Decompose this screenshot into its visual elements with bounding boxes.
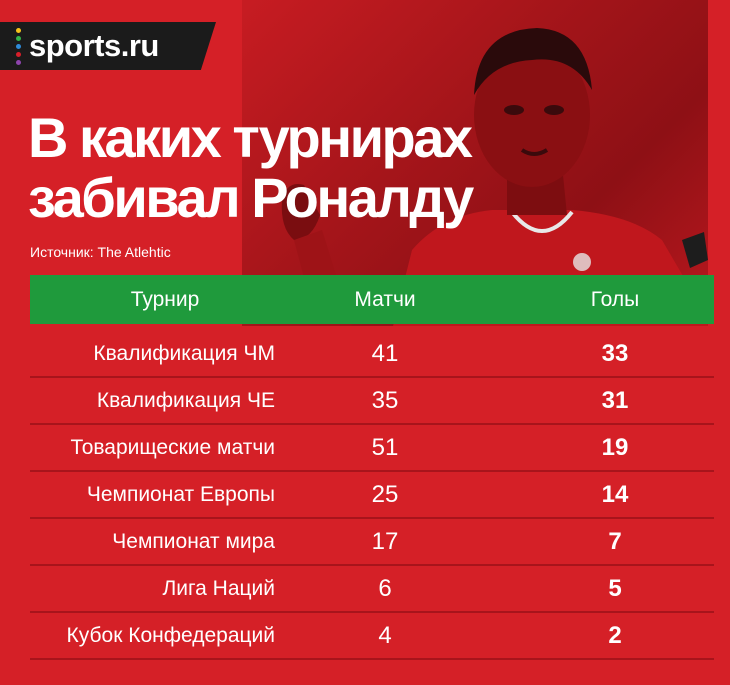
- cell-tournament: Квалификация ЧЕ: [96, 389, 275, 412]
- table-row: Квалификация ЧЕ 35 31: [30, 378, 714, 425]
- logo-dots-icon: [16, 27, 21, 65]
- table-body: Квалификация ЧМ 41 33 Квалификация ЧЕ 35…: [30, 331, 714, 660]
- sports-ru-logo[interactable]: sports.ru: [0, 22, 216, 70]
- page-title: В каких турнирах забивал Роналду: [28, 106, 474, 229]
- cell-matches: 41: [371, 340, 399, 367]
- cell-matches: 25: [371, 481, 399, 508]
- table-row: Товарищеские матчи 51 19: [30, 425, 714, 472]
- table-row: Кубок Конфедераций 4 2: [30, 613, 714, 660]
- logo-dot-1: [16, 27, 21, 33]
- source-caption: Источник: The Atlehtic: [30, 244, 171, 260]
- cell-matches: 35: [371, 387, 399, 414]
- table-row: Чемпионат мира 17 7: [30, 519, 714, 566]
- logo-text: sports.ru: [29, 28, 159, 63]
- cell-matches: 4: [378, 622, 392, 649]
- title-line-2: забивал Роналду: [28, 166, 474, 229]
- header-tournament: Турнир: [130, 288, 200, 311]
- cell-tournament: Товарищеские матчи: [70, 436, 275, 459]
- table-row: Лига Наций 6 5: [30, 566, 714, 613]
- cell-tournament: Квалификация ЧМ: [93, 342, 275, 365]
- cell-matches: 51: [371, 434, 399, 461]
- cell-matches: 6: [378, 575, 392, 602]
- table-row: Квалификация ЧМ 41 33: [30, 331, 714, 378]
- cell-tournament: Лига Наций: [162, 577, 275, 600]
- cell-goals: 2: [608, 622, 622, 649]
- cell-tournament: Кубок Конфедераций: [66, 624, 275, 647]
- title-line-1: В каких турнирах: [28, 106, 473, 169]
- cell-tournament: Чемпионат Европы: [86, 483, 275, 506]
- cell-goals: 5: [608, 575, 622, 602]
- table-header: Турнир Матчи Голы: [30, 275, 714, 324]
- logo-dot-3: [16, 43, 21, 49]
- logo-dot-4: [16, 51, 21, 57]
- cell-tournament: Чемпионат мира: [112, 530, 275, 553]
- cell-matches: 17: [371, 528, 399, 555]
- cell-goals: 14: [601, 481, 629, 508]
- header-matches: Матчи: [354, 288, 416, 311]
- cell-goals: 33: [601, 340, 629, 367]
- cell-goals: 19: [601, 434, 629, 461]
- logo-dot-5: [16, 59, 21, 65]
- table-row: Чемпионат Европы 25 14: [30, 472, 714, 519]
- logo-dot-2: [16, 35, 21, 41]
- header-goals: Голы: [590, 288, 640, 311]
- cell-goals: 31: [601, 387, 629, 414]
- cell-goals: 7: [608, 528, 622, 555]
